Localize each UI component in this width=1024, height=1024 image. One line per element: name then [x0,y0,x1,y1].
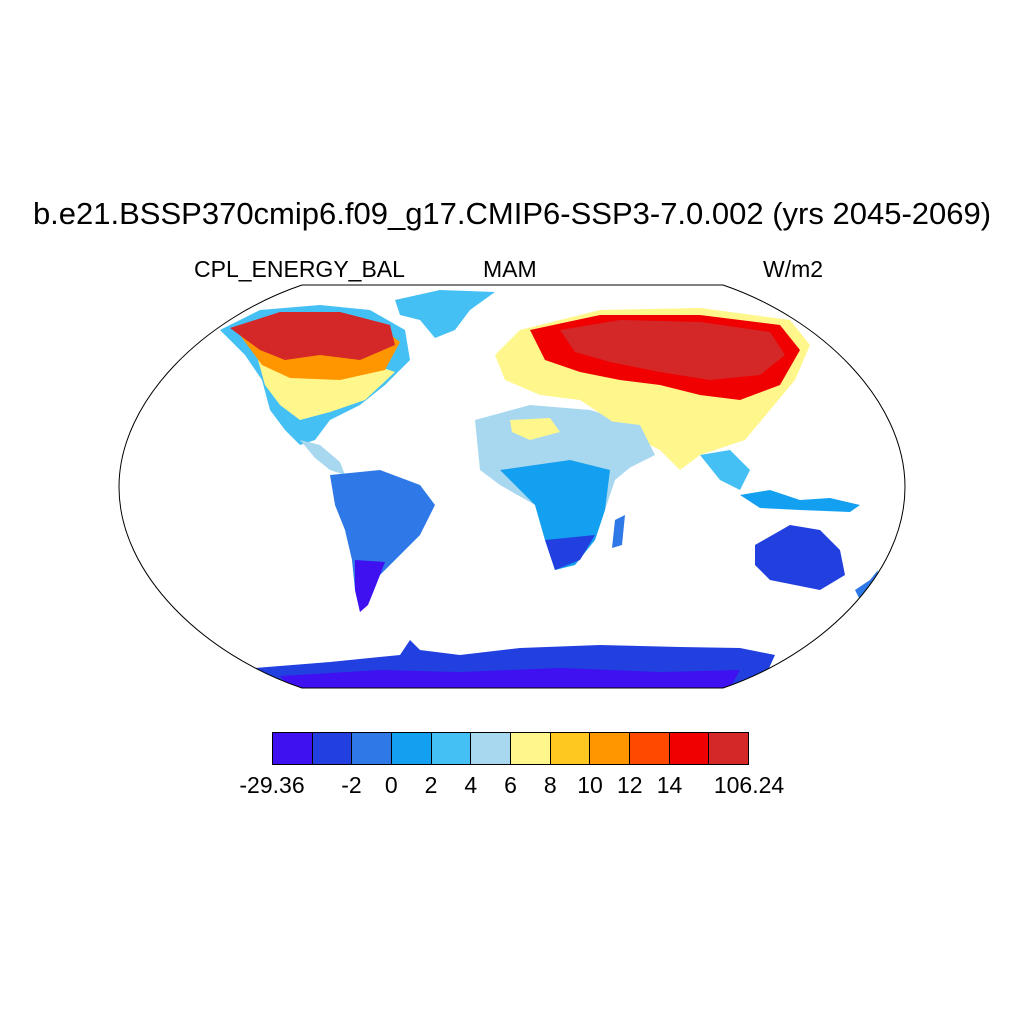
colorbar-tick-label: 14 [656,772,683,798]
colorbar-tick-label: 12 [616,772,643,798]
north-america-hot-core [230,312,395,360]
colorbar-box [590,733,631,764]
map-frame [118,284,906,689]
indonesia-islands [740,490,860,512]
colorbar-tick-label: -2 [341,772,362,798]
colorbar-tick-label: 106.24 [713,772,785,798]
colorbar-tick-label: 6 [504,772,517,798]
colorbar-tick-label: 8 [543,772,557,798]
colorbar-tick-label: -29.36 [239,772,305,798]
variable-label: CPL_ENERGY_BAL [194,256,405,282]
colorbar-tick-label: 4 [464,772,478,798]
colorbar-box [550,733,591,764]
colorbar-tick-label: 2 [424,772,438,798]
colorbar-box [312,733,353,764]
south-america-south-cool [355,560,385,612]
units-label: W/m2 [763,256,824,282]
colorbar-box [392,733,432,764]
colorbar-box [471,733,512,764]
arabia-landmass [600,420,655,470]
colorbar-box [630,733,670,764]
colorbar [272,732,749,765]
southeast-asia-landmass [700,450,750,490]
colorbar-box [709,733,749,764]
south-america-landmass [330,470,435,612]
madagascar-landmass [612,515,625,548]
africa-south-cool [545,535,595,570]
sahara-warm-patch [510,418,560,440]
colorbar-tick-label: 10 [577,772,603,798]
colorbar-tick-label: 0 [384,772,398,798]
greenland-landmass [395,290,495,338]
season-label: MAM [483,256,537,282]
antarctica-interior [280,668,740,688]
colorbar-box [669,733,710,764]
colorbar-box [273,733,313,764]
new-zealand-landmass [855,570,878,600]
eurasia-hot-core [560,320,785,380]
colorbar-box [511,733,551,764]
plot-title: b.e21.BSSP370cmip6.f09_g17.CMIP6-SSP3-7.… [32,196,992,231]
colorbar-box [431,733,472,764]
colorbar-box [352,733,393,764]
australia-landmass [755,525,845,590]
central-america-landmass [300,440,345,475]
